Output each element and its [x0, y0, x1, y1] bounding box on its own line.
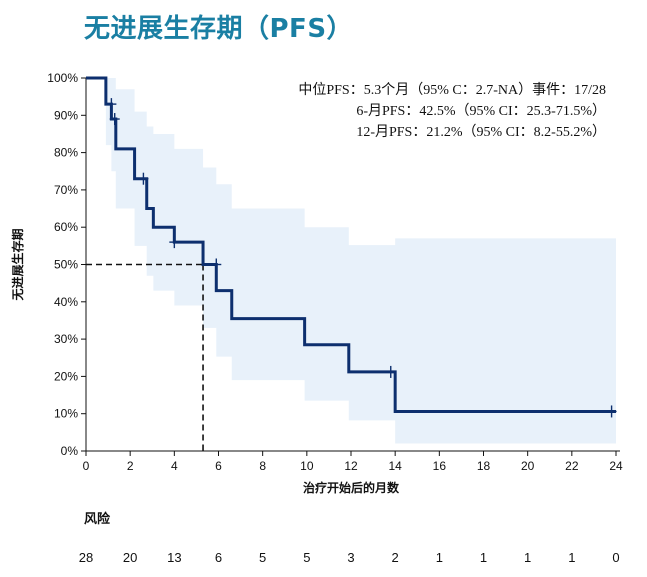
y-tick-label: 60%	[54, 220, 78, 234]
risk-count: 1	[568, 550, 575, 565]
risk-count: 20	[123, 550, 137, 565]
risk-count: 1	[524, 550, 531, 565]
risk-count: 6	[215, 550, 222, 565]
annotation-layer: 中位PFS：5.3个月（95% C：2.7-NA）事件：17/28 6-月PFS：…	[298, 82, 606, 140]
y-tick-label: 70%	[54, 183, 78, 197]
censor-mark	[211, 258, 222, 271]
x-tick-label: 20	[521, 459, 535, 473]
censor-mark	[109, 113, 120, 126]
y-tick-label: 40%	[54, 295, 78, 309]
x-axis-label: 治疗开始后的月数	[303, 480, 400, 495]
annotation-line-2: 6-月PFS：42.5%（95% CI：25.3-71.5%）	[356, 103, 606, 119]
y-tick-label: 100%	[47, 71, 78, 85]
x-tick-label: 6	[215, 459, 222, 473]
x-tick-label: 24	[609, 459, 623, 473]
risk-count: 2	[392, 550, 399, 565]
risk-count: 3	[347, 550, 354, 565]
curve-layer	[86, 76, 617, 418]
x-tick-label: 12	[344, 459, 358, 473]
y-tick-label: 0%	[61, 444, 79, 458]
ci-band	[86, 78, 616, 444]
censor-mark	[138, 172, 149, 185]
x-tick-label: 22	[565, 459, 579, 473]
risk-count: 1	[436, 550, 443, 565]
ci-band-layer	[86, 78, 616, 444]
y-tick-label: 50%	[54, 258, 78, 272]
x-tick-label: 2	[127, 459, 134, 473]
censor-mark	[385, 365, 396, 378]
risk-count: 0	[612, 550, 619, 565]
risk-table-layer: 28 20 13 6 5 5 3 2 1 1 1 1 0	[79, 550, 620, 565]
x-tick-label: 0	[83, 459, 90, 473]
axes-layer: 0%10%20%30%40%50%60%70%80%90%100%0 2 4 6 8 10…	[10, 71, 623, 495]
annotation-line-3: 12-月PFS：21.2%（95% CI：8.2-55.2%）	[356, 124, 606, 140]
risk-count: 5	[259, 550, 266, 565]
x-tick-label: 14	[388, 459, 402, 473]
y-axis-label: 无进展生存期	[10, 228, 25, 301]
censor-mark	[106, 98, 117, 111]
y-tick-label: 30%	[54, 332, 78, 346]
y-tick-label: 20%	[54, 369, 78, 383]
y-tick-label: 90%	[54, 108, 78, 122]
y-tick-label: 10%	[54, 407, 78, 421]
x-tick-label: 18	[477, 459, 491, 473]
median-guide-layer	[86, 263, 204, 451]
x-tick-label: 16	[433, 459, 447, 473]
x-tick-label: 10	[300, 459, 314, 473]
risk-count: 28	[79, 550, 93, 565]
x-tick-label: 4	[171, 459, 178, 473]
annotation-line-1: 中位PFS：5.3个月（95% C：2.7-NA）事件：17/28	[298, 82, 606, 98]
censor-mark	[169, 236, 180, 249]
censor-mark	[606, 405, 617, 418]
risk-count: 5	[303, 550, 310, 565]
risk-count: 1	[480, 550, 487, 565]
y-tick-label: 80%	[54, 146, 78, 160]
risk-table-label: 风险	[84, 512, 111, 527]
risk-count: 13	[167, 550, 181, 565]
x-tick-label: 8	[259, 459, 266, 473]
chart-title: 无进展生存期（PFS）	[84, 14, 354, 44]
